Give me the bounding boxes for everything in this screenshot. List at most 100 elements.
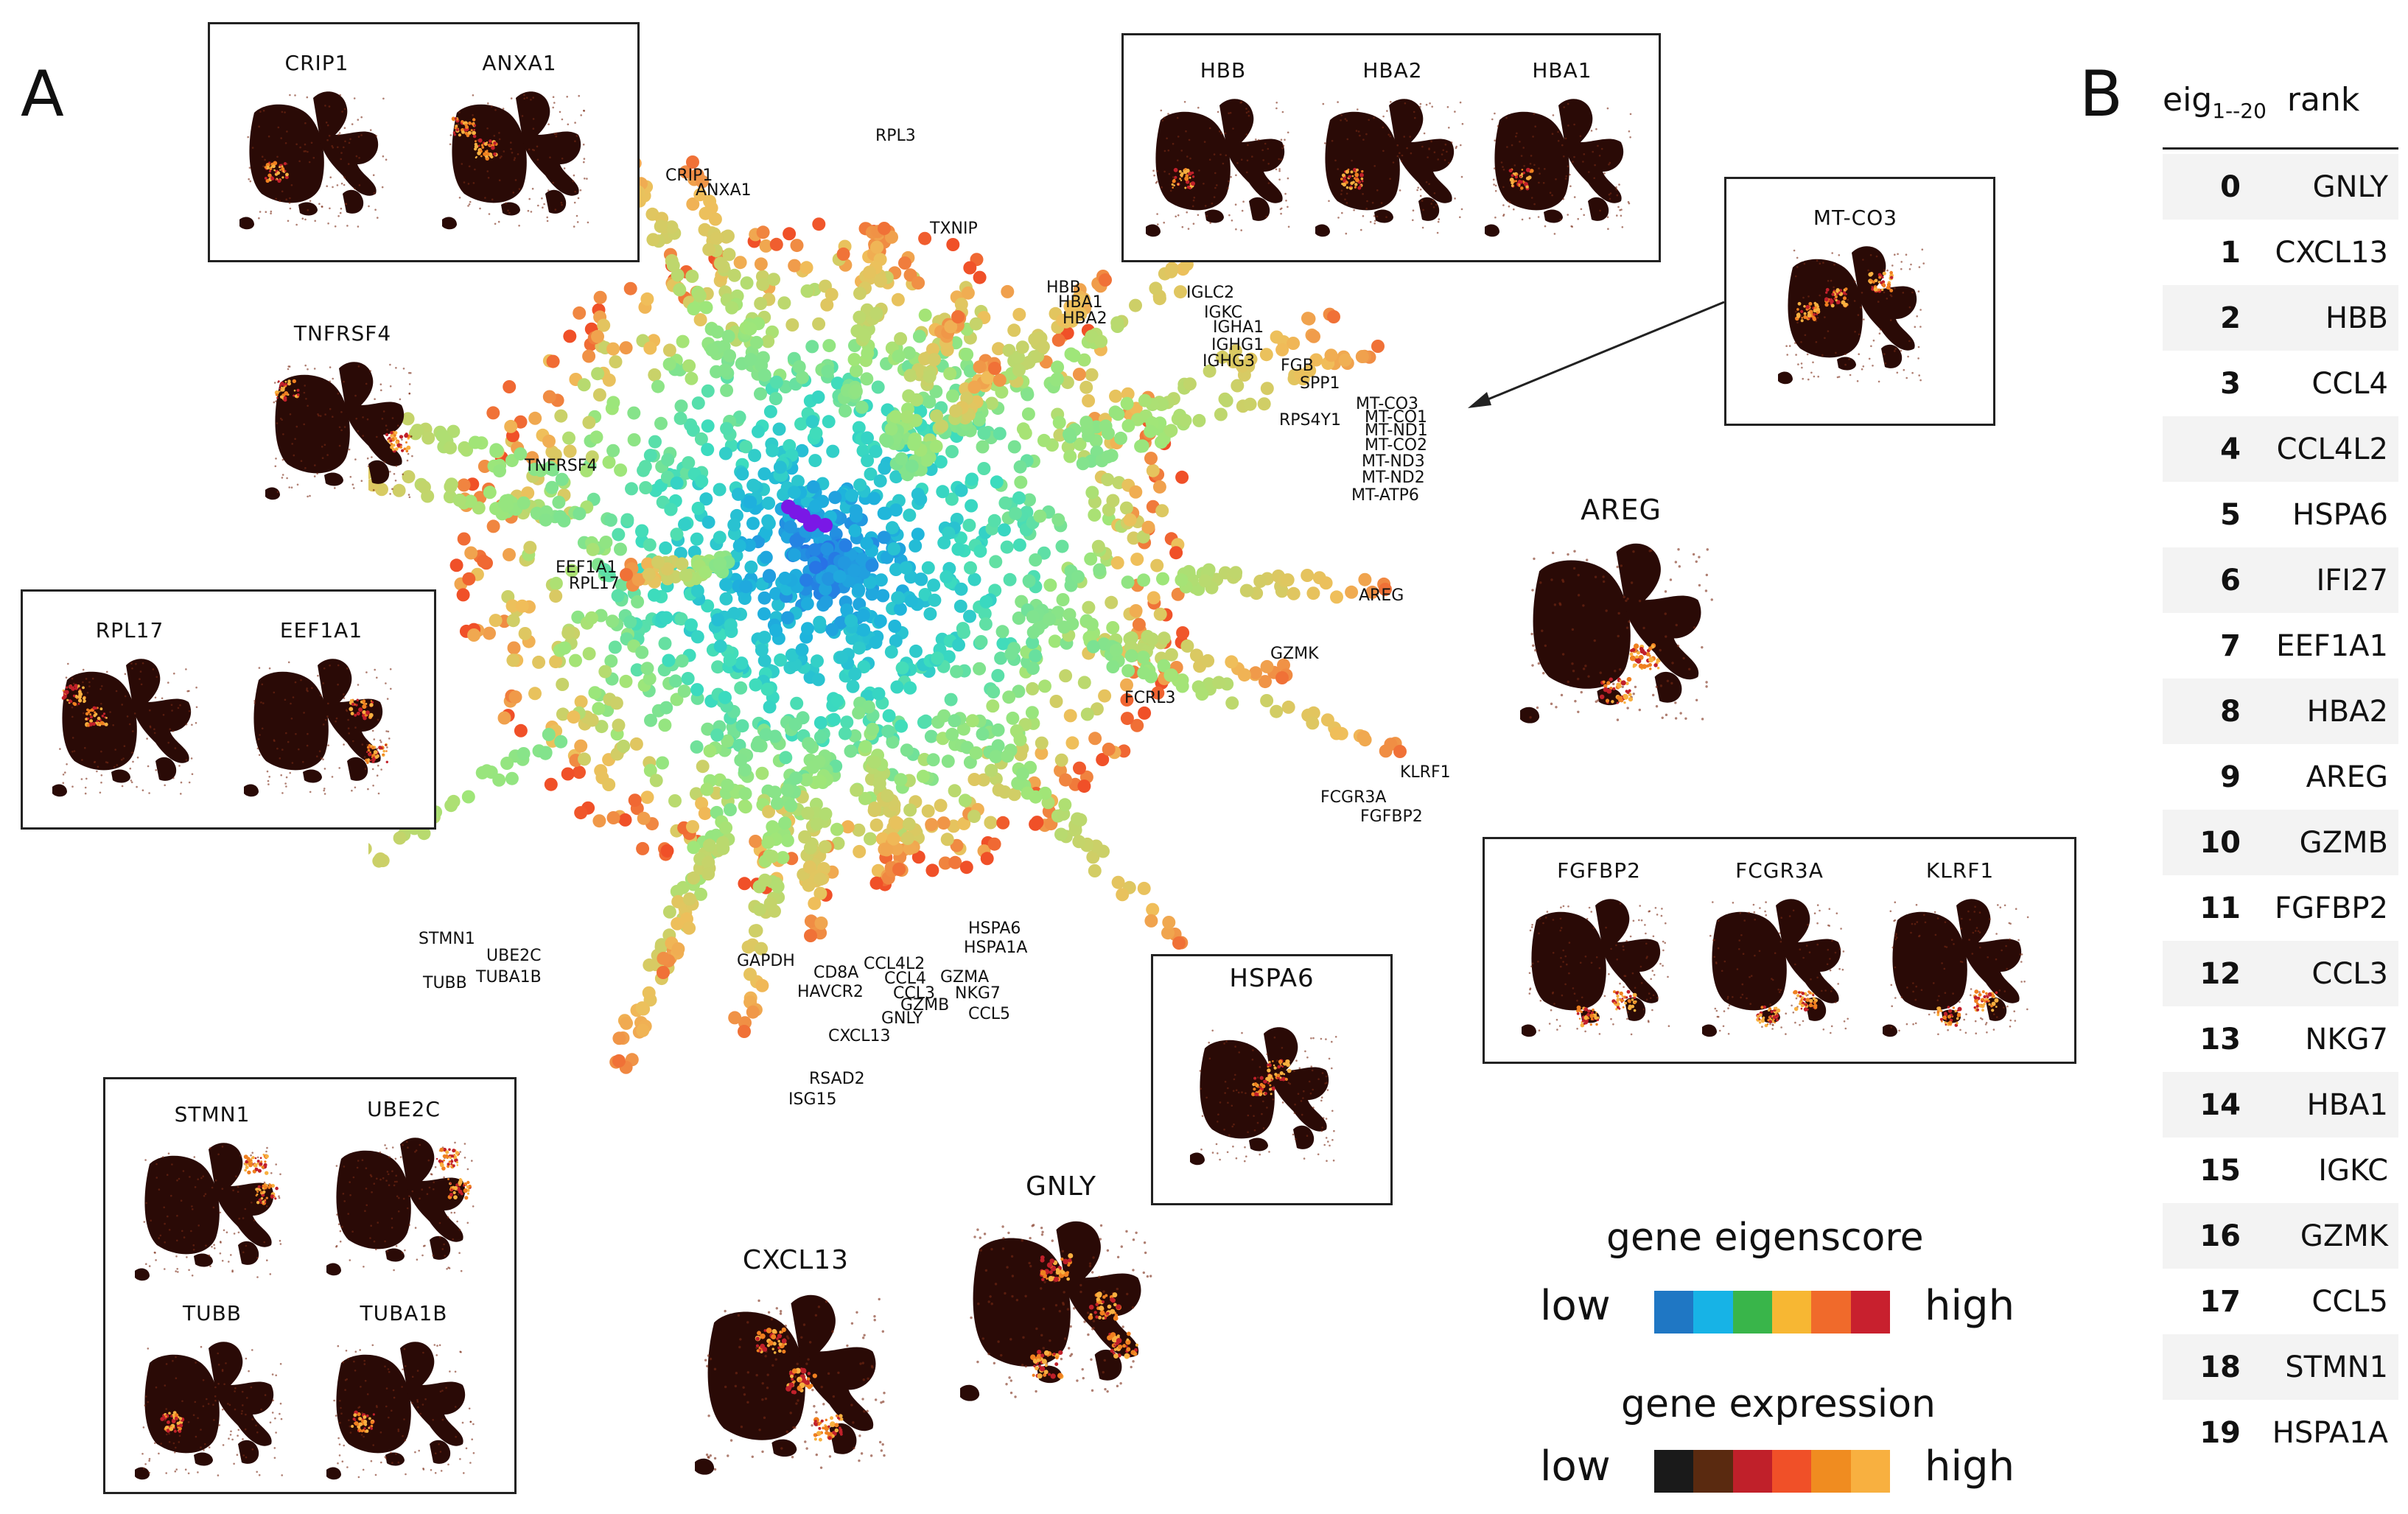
rank-gene: CCL5 bbox=[2311, 1285, 2388, 1319]
gene-point bbox=[1101, 473, 1115, 486]
gene-point bbox=[931, 651, 945, 665]
gene-point bbox=[665, 220, 679, 234]
gene-point bbox=[784, 799, 798, 813]
gene-point bbox=[483, 626, 496, 640]
gene-point bbox=[1259, 348, 1273, 362]
gene-point bbox=[728, 1011, 742, 1025]
rank-index: 4 bbox=[2220, 432, 2241, 466]
scatter-label: STMN1 bbox=[419, 930, 475, 948]
gene-point bbox=[722, 248, 736, 262]
thumbnail-title: HBA2 bbox=[1362, 58, 1423, 83]
inset-fgf: FGFBP2 FCGR3A KLRF1 bbox=[1483, 837, 2076, 1064]
gene-point bbox=[1036, 340, 1050, 354]
gene-point bbox=[546, 354, 560, 368]
gene-point bbox=[1301, 312, 1315, 326]
table-header-rank: rank bbox=[2286, 81, 2360, 119]
gene-point bbox=[678, 517, 691, 531]
gene-point bbox=[589, 430, 603, 444]
gene-point bbox=[1099, 419, 1113, 433]
gene-point bbox=[713, 530, 727, 544]
gene-point bbox=[677, 684, 691, 698]
gene-point bbox=[812, 217, 826, 231]
umap-embedding bbox=[1883, 899, 2029, 1037]
gene-point bbox=[1088, 732, 1102, 746]
rank-gene: HBA2 bbox=[2306, 695, 2388, 729]
umap-cluster bbox=[1155, 111, 1231, 211]
umap-thumbnail: RPL17 bbox=[45, 618, 214, 805]
umap-embedding bbox=[1778, 246, 1925, 385]
umap-cluster bbox=[253, 671, 329, 771]
gene-point bbox=[814, 917, 828, 930]
gene-point bbox=[1108, 405, 1122, 419]
gene-point bbox=[946, 238, 960, 251]
gene-point bbox=[539, 746, 553, 760]
gene-point bbox=[980, 852, 994, 866]
gene-point bbox=[945, 445, 959, 458]
gene-point bbox=[929, 439, 943, 453]
gene-point bbox=[506, 653, 520, 667]
gene-point bbox=[1021, 407, 1035, 421]
gene-point bbox=[1058, 798, 1072, 812]
gene-point bbox=[1155, 504, 1169, 518]
gene-point bbox=[675, 557, 689, 571]
gene-point bbox=[1162, 916, 1176, 929]
gene-point bbox=[800, 597, 814, 611]
scatter-label: ANXA1 bbox=[696, 181, 752, 200]
rank-index: 13 bbox=[2199, 1023, 2241, 1056]
gene-point bbox=[738, 877, 752, 891]
umap-cluster bbox=[1264, 1027, 1329, 1132]
gene-point bbox=[1329, 726, 1343, 740]
umap-cluster bbox=[326, 1467, 341, 1480]
gene-point bbox=[1101, 450, 1115, 464]
gene-point bbox=[735, 467, 749, 481]
gene-point bbox=[711, 660, 725, 674]
gene-point bbox=[743, 967, 757, 981]
gene-point bbox=[954, 582, 968, 596]
thumbnail-title: KLRF1 bbox=[1925, 858, 1995, 883]
gene-point bbox=[1102, 743, 1116, 756]
gene-point bbox=[606, 396, 620, 410]
gene-point bbox=[1175, 470, 1189, 484]
gene-point bbox=[990, 475, 1004, 489]
gene-point bbox=[1121, 387, 1135, 401]
gene-point bbox=[785, 318, 799, 332]
gene-point bbox=[1150, 558, 1164, 572]
scatter-label: RPL3 bbox=[875, 127, 916, 145]
scatter-label: HBA1 bbox=[1058, 293, 1103, 312]
scatter-label: CD8A bbox=[813, 964, 859, 982]
gene-point bbox=[1051, 360, 1065, 374]
gene-point bbox=[874, 274, 887, 288]
gene-point bbox=[1073, 761, 1086, 775]
gene-point bbox=[773, 460, 787, 474]
gene-point bbox=[659, 611, 673, 625]
umap-cluster bbox=[1558, 99, 1624, 203]
rank-gene: GNLY bbox=[2312, 170, 2388, 204]
rank-gene: IFI27 bbox=[2316, 564, 2389, 597]
gene-point bbox=[1146, 463, 1160, 477]
panel-label-a: A bbox=[21, 57, 64, 131]
gene-point bbox=[755, 643, 769, 657]
gene-point bbox=[802, 737, 816, 751]
scatter-label: GAPDH bbox=[737, 952, 795, 970]
gene-point bbox=[763, 404, 777, 418]
gene-point bbox=[1119, 501, 1133, 515]
gene-point bbox=[1124, 649, 1138, 663]
gene-point bbox=[845, 488, 858, 502]
gene-point bbox=[780, 611, 794, 625]
scatter-label: RPS4Y1 bbox=[1279, 411, 1341, 430]
gene-point-highlight bbox=[1172, 936, 1186, 950]
gene-point bbox=[690, 532, 704, 546]
umap-cluster bbox=[1418, 197, 1440, 221]
umap-cluster bbox=[239, 217, 254, 230]
gene-point bbox=[857, 623, 871, 637]
umap-cluster bbox=[1315, 224, 1330, 237]
scatter-label: TXNIP bbox=[930, 220, 978, 238]
gene-point bbox=[1109, 389, 1122, 403]
gene-point bbox=[895, 719, 909, 733]
gene-point bbox=[615, 578, 629, 592]
gene-point bbox=[716, 841, 730, 855]
gene-point bbox=[903, 681, 917, 695]
gene-point bbox=[996, 637, 1010, 651]
gene-point bbox=[1014, 748, 1028, 762]
gene-point bbox=[563, 444, 577, 458]
